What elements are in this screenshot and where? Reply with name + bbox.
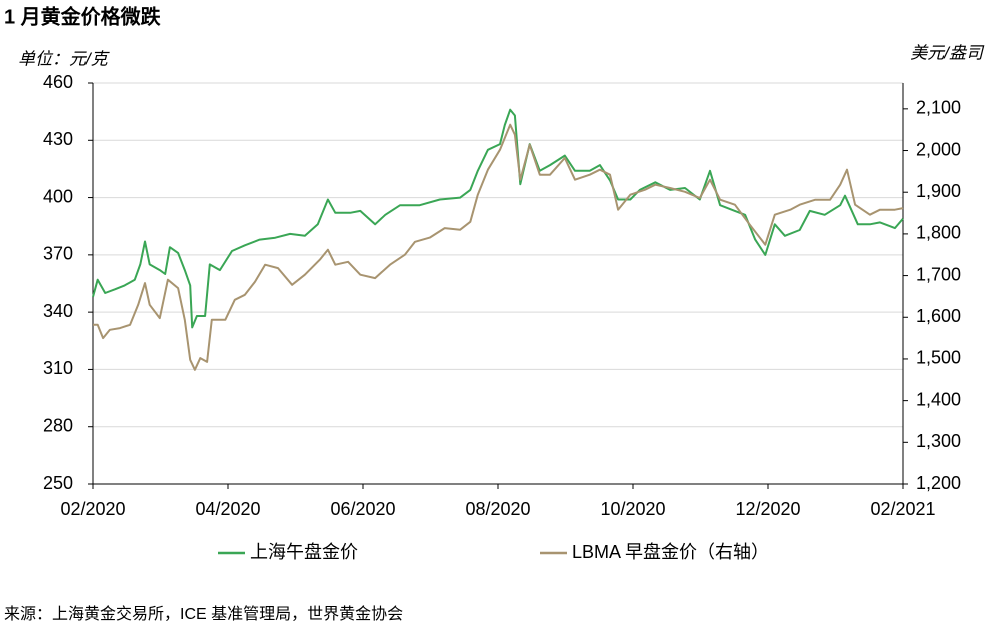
x-tick-label: 04/2020 (195, 499, 260, 519)
line-series (92, 108, 904, 329)
y-tick-label: 460 (43, 72, 73, 92)
y-tick-label: 340 (43, 301, 73, 321)
y-tick-label: 430 (43, 129, 73, 149)
y2-tick-label: 1,600 (916, 306, 961, 326)
y2-axis-label: 美元/盎司 (910, 43, 985, 62)
y-tick-label: 370 (43, 244, 73, 264)
y2-tick-label: 1,900 (916, 181, 961, 201)
x-tick-label: 02/2021 (870, 499, 935, 519)
y2-tick-label: 1,200 (916, 473, 961, 493)
y-tick-label: 400 (43, 186, 73, 206)
y2-tick-label: 2,100 (916, 98, 961, 118)
chart-title: 1 月黄金价格微跌 (4, 4, 162, 28)
x-tick-label: 08/2020 (465, 499, 530, 519)
y2-tick-label: 1,700 (916, 264, 961, 284)
y2-tick-label: 1,500 (916, 348, 961, 368)
y2-tick-label: 2,000 (916, 139, 961, 159)
line-series (93, 123, 904, 371)
x-tick-label: 10/2020 (600, 499, 665, 519)
legend-label: LBMA 早盘金价（右轴） (572, 542, 769, 562)
source-note: 来源：上海黄金交易所，ICE 基准管理局，世界黄金协会 (4, 605, 403, 623)
x-tick-label: 02/2020 (60, 499, 125, 519)
y-axis-label: 单位：元/克 (18, 49, 111, 68)
y2-tick-label: 1,800 (916, 223, 961, 243)
legend-label: 上海午盘金价 (250, 542, 358, 562)
y2-tick-label: 1,400 (916, 389, 961, 409)
x-tick-label: 12/2020 (735, 499, 800, 519)
x-tick-label: 06/2020 (330, 499, 395, 519)
y-tick-label: 310 (43, 358, 73, 378)
y2-tick-label: 1,300 (916, 431, 961, 451)
y-tick-label: 250 (43, 473, 73, 493)
y-tick-label: 280 (43, 415, 73, 435)
